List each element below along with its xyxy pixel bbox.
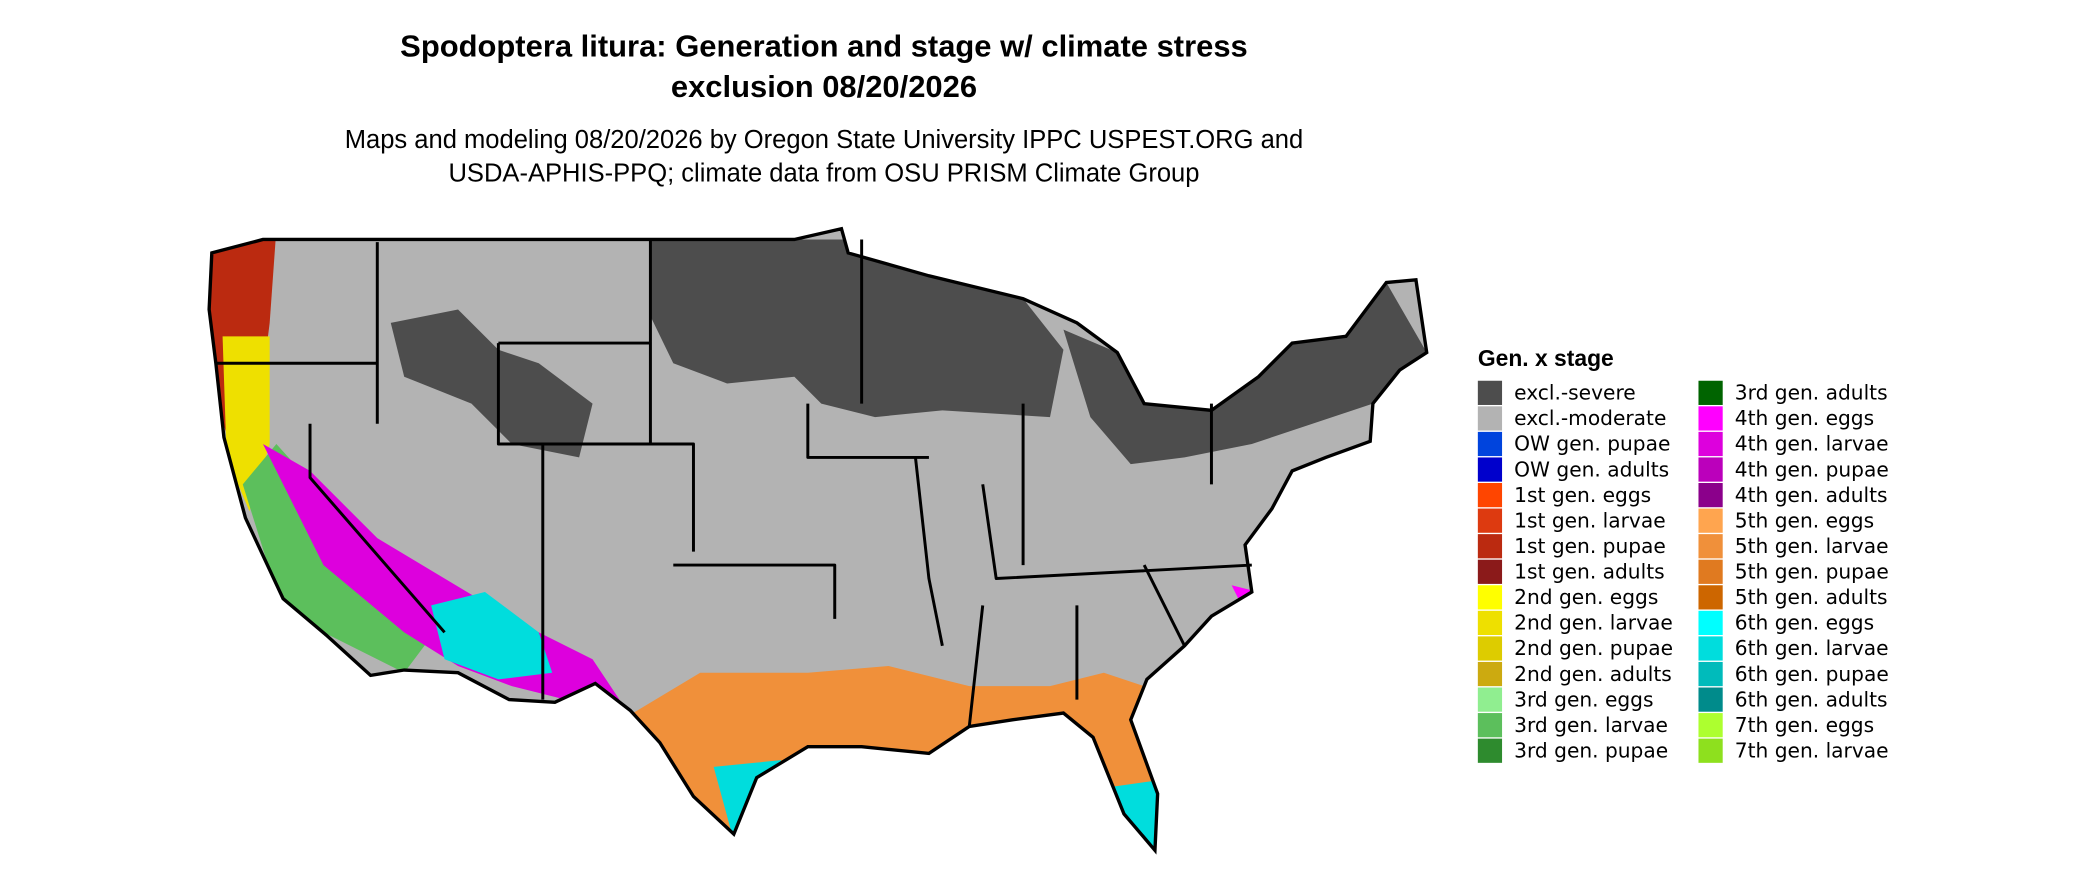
legend-swatch: [1698, 534, 1723, 559]
legend-swatch: [1477, 687, 1503, 712]
legend-label: 7th gen. larvae: [1735, 738, 1889, 762]
legend-label: 5th gen. eggs: [1735, 508, 1874, 532]
legend-swatch: [1477, 380, 1503, 405]
stage-region: [431, 591, 553, 680]
legend-swatch: [1698, 482, 1723, 508]
legend-label: 1st gen. adults: [1514, 560, 1664, 584]
legend-swatch: [1698, 687, 1723, 712]
severe-region: [390, 309, 593, 458]
stage-region: [1110, 780, 1158, 851]
legend-swatch: [1477, 406, 1503, 431]
legend-label: OW gen. pupae: [1514, 432, 1670, 456]
legend-swatch: [1477, 482, 1503, 508]
legend-swatch: [1477, 661, 1503, 687]
legend-swatch: [1698, 431, 1723, 457]
legend-label: 6th gen. eggs: [1735, 611, 1874, 635]
legend-swatch: [1698, 508, 1723, 533]
legend-swatch: [1698, 380, 1723, 405]
legend-label: 3rd gen. pupae: [1514, 738, 1668, 762]
legend-swatch: [1477, 713, 1503, 738]
legend-swatch: [1477, 431, 1503, 457]
legend-label: 2nd gen. eggs: [1514, 585, 1658, 609]
legend-swatch: [1698, 406, 1723, 431]
legend-swatch: [1698, 585, 1723, 610]
legend-label: excl.-moderate: [1514, 406, 1666, 430]
subtitle: USDA-APHIS-PPQ; climate data from OSU PR…: [448, 160, 1199, 188]
legend-title: Gen. x stage: [1478, 345, 1614, 371]
legend-label: 2nd gen. pupae: [1514, 636, 1673, 660]
legend-label: 7th gen. eggs: [1735, 713, 1874, 737]
legend-label: 5th gen. pupae: [1735, 560, 1889, 584]
legend-label: 4th gen. adults: [1735, 483, 1888, 507]
legend-swatch: [1698, 457, 1723, 482]
legend-swatch: [1698, 713, 1723, 738]
legend-label: 2nd gen. adults: [1514, 662, 1672, 686]
legend-swatch: [1477, 738, 1503, 763]
legend-label: 5th gen. adults: [1735, 585, 1888, 609]
legend-label: 3rd gen. larvae: [1514, 713, 1668, 737]
legend-label: 3rd gen. eggs: [1514, 687, 1653, 711]
legend-label: 1st gen. pupae: [1514, 534, 1666, 558]
legend-swatch: [1698, 636, 1723, 661]
legend-swatch: [1698, 661, 1723, 687]
legend-label: 1st gen. larvae: [1514, 508, 1665, 532]
legend-swatch: [1698, 610, 1723, 636]
legend-label: OW gen. adults: [1514, 457, 1669, 481]
legend-label: 2nd gen. larvae: [1514, 611, 1673, 635]
legend-swatch: [1477, 585, 1503, 610]
us-map: [207, 227, 1429, 852]
legend-swatch: [1477, 508, 1503, 533]
legend-label: 4th gen. larvae: [1735, 432, 1889, 456]
stage-region: [632, 665, 1158, 848]
legend-label: 1st gen. eggs: [1514, 483, 1651, 507]
state-borders: [215, 239, 1252, 727]
legend-label: 4th gen. pupae: [1735, 457, 1889, 481]
title: exclusion 08/20/2026: [671, 69, 977, 104]
legend-swatch: [1477, 559, 1503, 584]
legend-label: 6th gen. adults: [1735, 687, 1888, 711]
subtitle: Maps and modeling 08/20/2026 by Oregon S…: [345, 126, 1304, 154]
legend-swatch: [1477, 610, 1503, 636]
legend-label: 6th gen. pupae: [1735, 662, 1889, 686]
legend-swatch: [1698, 559, 1723, 584]
title: Spodoptera litura: Generation and stage …: [400, 29, 1248, 64]
legend-label: 6th gen. larvae: [1735, 636, 1889, 660]
legend-label: 3rd gen. adults: [1735, 381, 1888, 405]
legend-label: 5th gen. larvae: [1735, 534, 1889, 558]
legend-swatch: [1477, 457, 1503, 482]
legend-swatch: [1477, 534, 1503, 559]
severe-region: [1063, 282, 1427, 465]
legend-swatch: [1477, 636, 1503, 661]
legend-label: excl.-severe: [1514, 381, 1636, 405]
legend-label: 4th gen. eggs: [1735, 406, 1874, 430]
legend-swatch: [1698, 738, 1723, 763]
